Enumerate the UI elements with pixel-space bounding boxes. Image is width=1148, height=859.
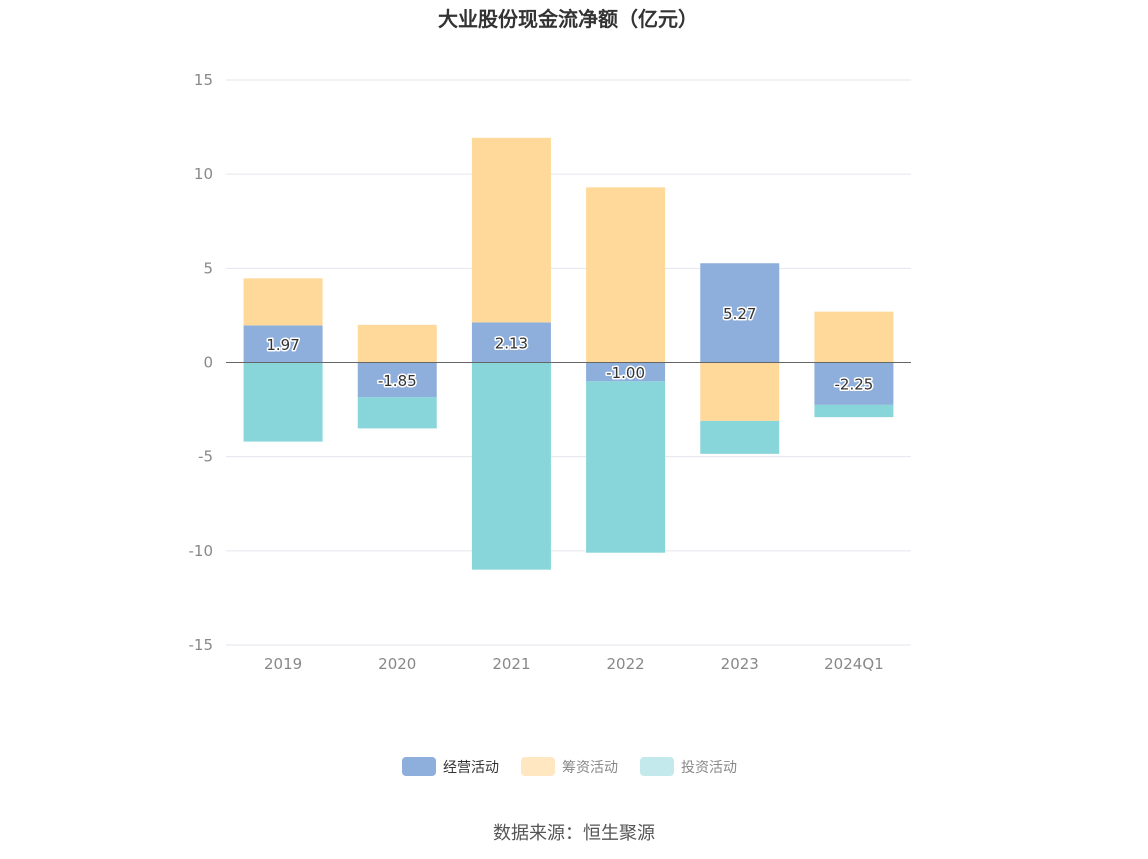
bars [243, 137, 894, 570]
data-label: -1.85 [378, 372, 417, 390]
bar-segment-1 [471, 322, 551, 363]
x-tick-label: 2022 [606, 655, 644, 673]
legend: 经营活动 筹资活动 投资活动 [402, 757, 737, 776]
y-tick-label: -5 [198, 448, 213, 466]
bar-segment-3 [700, 420, 780, 454]
data-label: -1.00 [606, 364, 645, 382]
legend-swatch [640, 757, 674, 776]
legend-swatch [521, 757, 555, 776]
x-tick-label: 2019 [264, 655, 302, 673]
y-tick-label: 10 [194, 165, 213, 183]
bar-segment-3 [243, 362, 323, 442]
chart-title: 大业股份现金流净额（亿元） [438, 7, 698, 31]
legend-label: 投资活动 [681, 760, 737, 776]
bar-segment-1 [586, 362, 666, 382]
data-label: 5.27 [723, 305, 756, 323]
y-tick-label: 5 [203, 259, 213, 277]
x-tick-label: 2021 [492, 655, 530, 673]
y-tick-label: -15 [189, 636, 214, 654]
x-tick-label: 2020 [378, 655, 416, 673]
data-labels: 1.97 -1.85 2.13 -1.00 5.27 -2.25 [265, 303, 875, 395]
source-note: 数据来源：恒生聚源 [493, 823, 655, 844]
bar-segment-3 [586, 381, 666, 553]
bar-segment-3 [357, 397, 437, 429]
bar-segment-1 [357, 362, 437, 398]
bar-segment-2 [700, 362, 780, 421]
bar-segment-2 [357, 324, 437, 363]
data-label: 2.13 [495, 334, 528, 352]
data-label: 1.97 [266, 336, 299, 354]
y-tick-label: 15 [194, 71, 213, 89]
bar-segment-1 [814, 362, 894, 405]
data-label: -2.25 [835, 376, 874, 394]
bar-segment-1 [700, 263, 780, 363]
bar-segment-2 [471, 137, 551, 323]
x-axis: 2019 2020 2021 2022 2023 2024Q1 [264, 655, 884, 673]
y-axis: 15 10 5 0 -5 -10 -15 [189, 71, 214, 654]
legend-label: 经营活动 [443, 760, 499, 776]
bar-segment-3 [814, 404, 894, 418]
y-tick-label: 0 [203, 354, 213, 372]
y-tick-label: -10 [189, 542, 214, 560]
x-tick-label: 2024Q1 [824, 655, 884, 673]
legend-label: 筹资活动 [562, 759, 618, 776]
x-tick-label: 2023 [721, 655, 759, 673]
bar-segment-2 [586, 187, 666, 363]
grid-lines [226, 79, 911, 646]
legend-swatch [402, 757, 436, 776]
bar-segment-2 [243, 278, 323, 326]
bar-segment-3 [471, 362, 551, 570]
bar-segment-1 [243, 325, 323, 363]
bar-segment-2 [814, 311, 894, 363]
